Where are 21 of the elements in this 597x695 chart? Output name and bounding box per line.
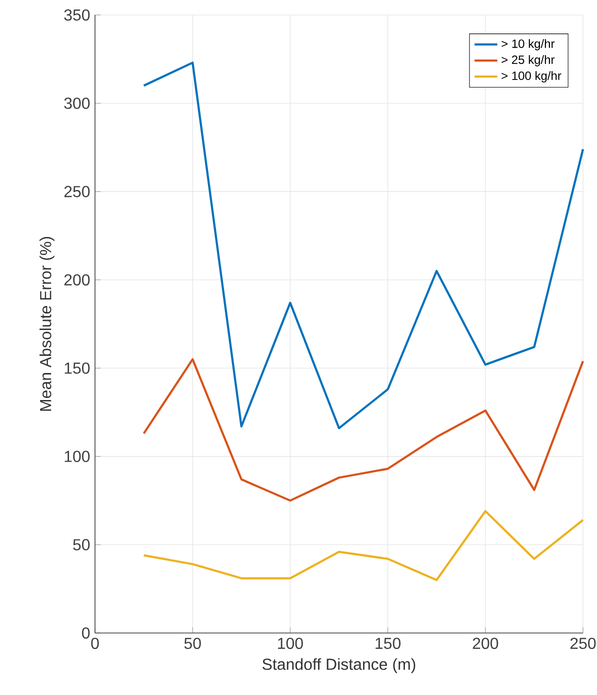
x-axis-title: Standoff Distance (m) [262, 658, 416, 674]
y-tick-label: 0 [82, 627, 90, 639]
legend-label: > 10 kg/hr [502, 39, 555, 50]
x-tick-label: 200 [472, 638, 498, 650]
y-tick-label: 50 [73, 539, 90, 550]
line-series [142, 358, 584, 502]
y-tick-label: 100 [64, 450, 90, 462]
legend-label: > 100 kg/hr [502, 71, 562, 82]
x-tick-label: 250 [570, 638, 596, 650]
legend-label: > 25 kg/hr [502, 55, 555, 66]
y-tick-label: 300 [64, 98, 90, 109]
y-tick-label: 250 [64, 186, 90, 198]
x-tick-label: 0 [91, 638, 99, 650]
x-tick-label: 150 [376, 638, 401, 650]
y-tick-label: 200 [64, 274, 90, 286]
x-tick-label: 100 [278, 638, 303, 650]
line-series [142, 510, 584, 582]
x-tick-label: 50 [184, 638, 201, 650]
y-tick-label: 350 [64, 9, 90, 21]
y-axis-title: Mean Absolute Error (%) [40, 236, 54, 411]
y-tick-label: 150 [64, 362, 90, 374]
